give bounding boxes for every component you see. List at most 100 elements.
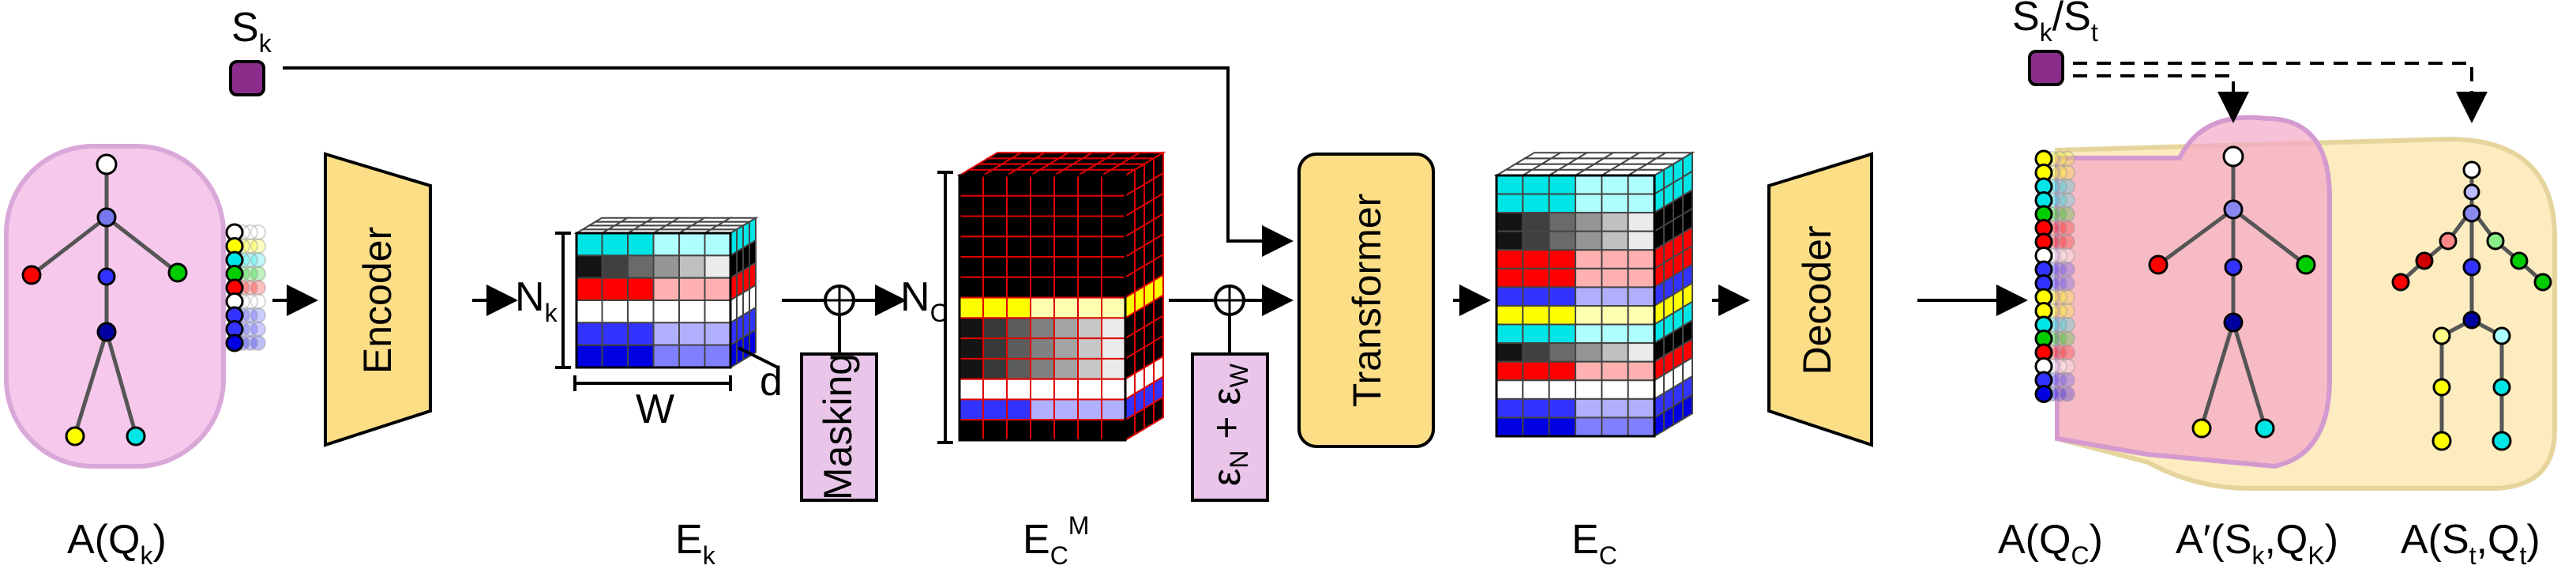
skeleton-middle (2157, 158, 2308, 428)
tensor-cell (1522, 212, 1550, 232)
tensor-cell (652, 322, 680, 346)
tensor-cell (1053, 256, 1079, 278)
tensor-cell (1627, 342, 1656, 363)
tensor-cell (1006, 296, 1031, 319)
tensor-cell (1030, 235, 1055, 258)
tensor-outline (1495, 174, 1656, 438)
tensor-cell (1575, 193, 1603, 214)
style-token-right-label: Sk/St (2012, 0, 2098, 47)
tensor-cell (1575, 360, 1603, 382)
masking-label: Masking (816, 353, 860, 500)
tensor-side-cell (1153, 395, 1164, 425)
tensor-cell (1006, 419, 1031, 442)
tensor-cell (1627, 193, 1656, 214)
motion-token (225, 333, 244, 352)
tensor-cell (1548, 342, 1576, 363)
output-token-column (2034, 149, 2075, 403)
tensor-cell (601, 277, 629, 301)
tensor-cell (1601, 230, 1629, 251)
tensor-cell (1575, 212, 1603, 232)
tensor-cell (1006, 317, 1031, 340)
tensor-cell (1101, 175, 1126, 197)
tensor-cell (1522, 175, 1550, 195)
tensor-cell (1496, 175, 1524, 195)
dashed-arrow-to-right (2073, 74, 2249, 123)
tensor-cell (1030, 419, 1055, 442)
tensor-cell (576, 254, 603, 279)
tensor-cell (1627, 267, 1656, 288)
tensor-cell (1101, 194, 1126, 217)
tensor-cell (627, 322, 655, 346)
style-token-left (229, 60, 265, 96)
tensor-cell (1496, 230, 1524, 251)
tensor-cell (959, 378, 984, 401)
tensor-cell (1053, 296, 1079, 319)
tensor-cell (1077, 175, 1102, 197)
tensor-cell (1575, 323, 1603, 345)
tensor-cell (1575, 379, 1603, 400)
tensor-cell (1101, 256, 1126, 278)
tensor-cell (1601, 249, 1629, 269)
label-a-qc: A(QC) (1998, 517, 2103, 570)
tensor-cell (1077, 357, 1102, 380)
tensor-cell (1575, 397, 1603, 419)
tensor-cell (982, 194, 1008, 217)
tensor-cell (1575, 305, 1603, 326)
tensor-cell (1077, 317, 1102, 340)
tensor-cell (1548, 416, 1576, 438)
tensor-cell (576, 300, 603, 324)
tensor-cell (1101, 215, 1126, 238)
tensor-cell (1101, 317, 1126, 340)
tensor-cell (1522, 249, 1550, 269)
tensor-cell (1006, 276, 1031, 299)
tensor-cell (982, 235, 1008, 258)
tensor-cell (982, 296, 1008, 319)
tensor-cell (1548, 286, 1576, 307)
tensor-cell (1053, 378, 1079, 401)
tensor-cell (1006, 398, 1031, 421)
tensor-cell (1627, 212, 1656, 232)
tensor-cell (1053, 317, 1079, 340)
skeleton-left-joints (21, 153, 188, 446)
tensor-cell (1077, 194, 1102, 217)
tensor-cell (1077, 256, 1102, 278)
transformer-label: Transformer (1345, 194, 1389, 407)
tensor-cell (1601, 379, 1629, 400)
tensor-cell (1496, 360, 1524, 382)
tensor-cell (704, 300, 731, 324)
tensor-cell (652, 300, 680, 324)
tensor-cell (678, 277, 706, 301)
d-bracket (738, 346, 779, 369)
tensor-cell (1053, 357, 1079, 380)
tensor-cell (1496, 267, 1524, 288)
tensor-cell (678, 300, 706, 324)
ec-tensor (1493, 151, 1695, 438)
tensor-cell (1030, 398, 1055, 421)
tensor-cell (627, 277, 655, 301)
skeleton-right-joints (2391, 160, 2552, 451)
tensor-cell (1575, 416, 1603, 438)
tensor-cell (1522, 286, 1550, 307)
tensor-cell (982, 276, 1008, 299)
tensor-cell (1522, 360, 1550, 382)
tensor-cell (1030, 276, 1055, 299)
dashed-arrow-to-middle (2073, 62, 2488, 123)
tensor-cell (1601, 305, 1629, 326)
tensor-cell (1496, 249, 1524, 269)
tensor-cell (1053, 276, 1079, 299)
tensor-cell (627, 344, 655, 368)
tensor-cell (959, 337, 984, 360)
tensor-cell (1548, 397, 1576, 419)
label-a-st: A(St,Qt) (2401, 517, 2540, 570)
tensor-cell (1522, 397, 1550, 419)
tensor-cell (1522, 342, 1550, 363)
tensor-cell (982, 398, 1008, 421)
tensor-cell (1053, 175, 1079, 197)
style-token-left-label: Sk (231, 5, 272, 58)
tensor-side-cell (1682, 393, 1693, 421)
tensor-cell (601, 232, 629, 257)
noise-label: εN + εW (1204, 363, 1253, 486)
tensor-cell (1548, 379, 1576, 400)
tensor-cell (576, 344, 603, 368)
